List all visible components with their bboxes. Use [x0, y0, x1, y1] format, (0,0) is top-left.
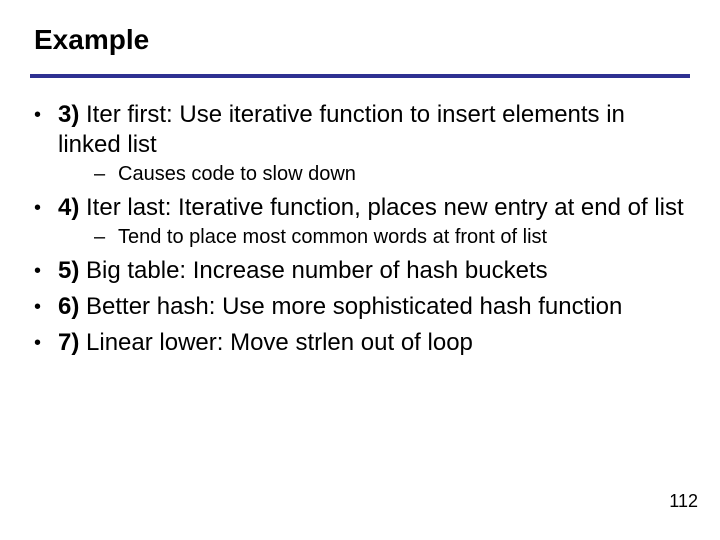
slide-body: 3) Iter first: Use iterative function to…	[30, 100, 690, 364]
item-number: 6)	[58, 293, 79, 320]
slide: Example 3) Iter first: Use iterative fun…	[0, 0, 720, 540]
item-text: Iter last: Iterative function, places ne…	[86, 194, 684, 221]
title-rule	[30, 74, 690, 78]
sub-item: Tend to place most common words at front…	[58, 225, 690, 250]
list-item: 6) Better hash: Use more sophisticated h…	[30, 292, 690, 322]
list-item: 4) Iter last: Iterative function, places…	[30, 193, 690, 250]
item-number: 7)	[58, 329, 79, 356]
item-text: Better hash: Use more sophisticated hash…	[86, 293, 622, 320]
item-text: Iter first: Use iterative function to in…	[58, 101, 625, 158]
sub-list: Tend to place most common words at front…	[58, 225, 690, 250]
sub-list: Causes code to slow down	[58, 162, 690, 187]
list-item: 3) Iter first: Use iterative function to…	[30, 100, 690, 187]
list-item: 5) Big table: Increase number of hash bu…	[30, 256, 690, 286]
item-number: 3)	[58, 101, 79, 128]
list-item: 7) Linear lower: Move strlen out of loop	[30, 328, 690, 358]
bullet-list: 3) Iter first: Use iterative function to…	[30, 100, 690, 358]
sub-item: Causes code to slow down	[58, 162, 690, 187]
item-text: Big table: Increase number of hash bucke…	[86, 257, 548, 284]
slide-title: Example	[34, 24, 149, 56]
page-number: 112	[669, 491, 698, 512]
item-text: Linear lower: Move strlen out of loop	[86, 329, 473, 356]
item-number: 4)	[58, 194, 79, 221]
item-number: 5)	[58, 257, 79, 284]
